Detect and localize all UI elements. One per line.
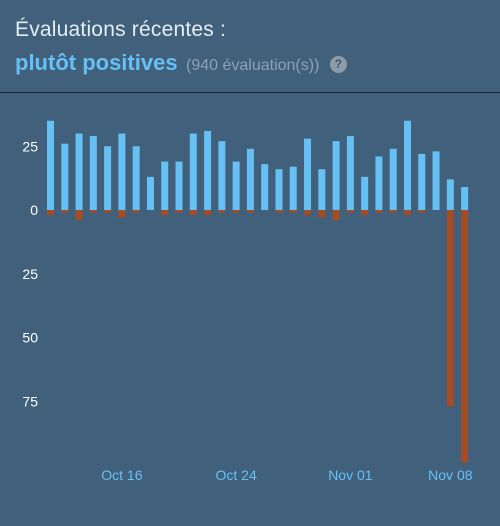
positive-bar[interactable] [275,169,283,210]
reviews-header: Évaluations récentes : plutôt positives … [0,0,500,92]
positive-bar[interactable] [47,120,54,210]
positive-bar[interactable] [318,169,326,210]
y-tick-label: 75 [22,393,38,409]
positive-bar[interactable] [418,153,426,210]
negative-bar[interactable] [304,210,312,216]
positive-bar[interactable] [389,148,397,210]
positive-bar[interactable] [261,164,269,210]
negative-bar[interactable] [318,210,326,218]
positive-bar[interactable] [218,141,226,210]
positive-bar[interactable] [446,179,454,210]
negative-bar[interactable] [189,210,197,216]
negative-bar[interactable] [218,210,226,213]
y-tick-label: 25 [22,266,38,282]
negative-bar[interactable] [332,210,340,221]
positive-bar[interactable] [61,143,69,210]
positive-bar[interactable] [175,161,183,210]
positive-bar[interactable] [89,136,97,210]
x-tick-label: Nov 01 [328,467,373,483]
header-divider [0,92,500,93]
y-tick-label: 25 [22,138,38,154]
negative-bar[interactable] [461,210,469,463]
negative-bar[interactable] [61,210,69,213]
positive-bar[interactable] [361,176,369,210]
negative-bar[interactable] [404,210,411,216]
negative-bar[interactable] [204,210,212,216]
negative-bar[interactable] [89,210,97,213]
negative-bar[interactable] [75,210,83,221]
positive-bar[interactable] [404,120,411,210]
review-summary[interactable]: plutôt positives [15,50,178,75]
negative-bar[interactable] [47,210,54,216]
review-count: (940 évaluation(s)) [186,57,320,74]
positive-bar[interactable] [204,130,212,210]
positive-bar[interactable] [232,161,240,210]
negative-bar[interactable] [361,210,369,216]
positive-bar[interactable] [118,133,126,211]
positive-bar[interactable] [161,161,169,210]
positive-bar[interactable] [461,187,469,210]
negative-bar[interactable] [346,210,354,213]
reviews-title: Évaluations récentes : [15,18,227,41]
negative-bar[interactable] [446,210,454,407]
review-summary-line: plutôt positives (940 évaluation(s)) ? [15,50,347,76]
positive-bar[interactable] [132,146,140,210]
y-tick-label: 0 [30,202,38,218]
negative-bar[interactable] [232,210,240,213]
positive-bar[interactable] [289,166,297,210]
y-tick-label: 50 [22,330,38,346]
negative-bar[interactable] [246,210,254,213]
positive-bar[interactable] [432,151,440,210]
x-tick-label: Oct 16 [101,467,142,483]
positive-bar[interactable] [304,138,312,210]
negative-bar[interactable] [161,210,169,216]
positive-bar[interactable] [346,136,354,210]
negative-bar[interactable] [375,210,383,213]
help-icon[interactable]: ? [329,56,347,73]
positive-bar[interactable] [146,176,154,210]
x-tick-label: Nov 08 [428,467,473,483]
negative-bar[interactable] [389,210,397,213]
negative-bar[interactable] [175,210,183,213]
positive-bar[interactable] [246,148,254,210]
positive-bar[interactable] [75,133,83,211]
positive-bar[interactable] [375,156,383,210]
negative-bar[interactable] [289,210,297,213]
negative-bar[interactable] [104,210,112,213]
negative-bar[interactable] [418,210,426,213]
positive-bar[interactable] [104,146,112,210]
positive-bar[interactable] [332,141,340,210]
negative-bar[interactable] [118,210,126,218]
review-histogram-chart: 25 0 25 50 75 Oct 16 Oct 24 Nov 01 Nov 08 [22,120,473,483]
x-tick-label: Oct 24 [216,467,257,483]
positive-bar[interactable] [189,133,197,211]
negative-bar[interactable] [132,210,140,213]
negative-bar[interactable] [275,210,283,213]
